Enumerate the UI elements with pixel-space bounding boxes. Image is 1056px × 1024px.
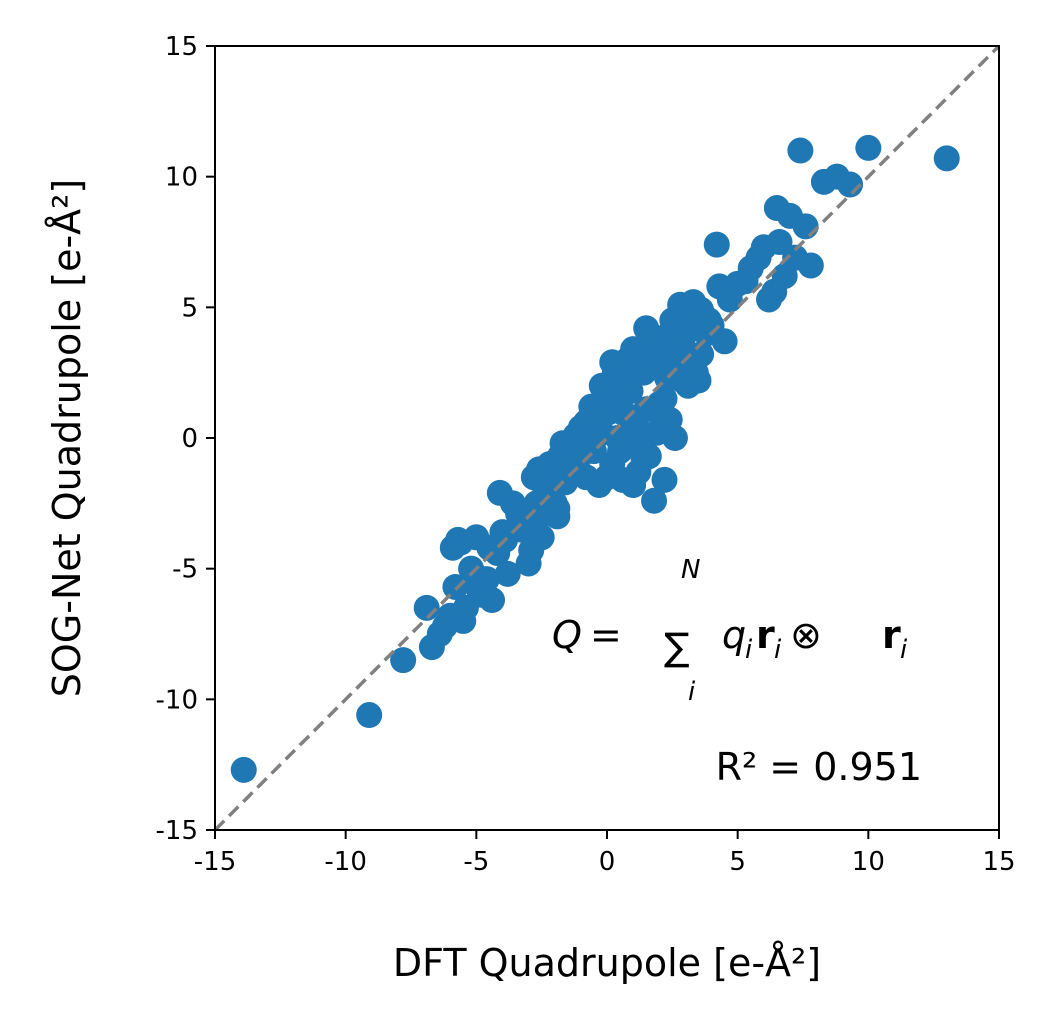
- y-tick-label: -10: [156, 685, 198, 715]
- data-point: [413, 594, 440, 621]
- y-tick-label: -15: [156, 816, 198, 846]
- data-point: [664, 343, 691, 370]
- data-point: [933, 145, 960, 172]
- y-tick-label: 15: [165, 32, 198, 62]
- svg-text:i: i: [745, 635, 753, 665]
- y-tick-label: 10: [165, 163, 198, 193]
- y-tick-label: 5: [181, 293, 198, 323]
- data-point: [486, 479, 513, 506]
- y-tick-label: -5: [172, 555, 198, 585]
- svg-text:∑: ∑: [664, 625, 690, 669]
- x-tick-label: 15: [982, 847, 1015, 877]
- data-point: [586, 472, 613, 499]
- data-point: [465, 576, 492, 603]
- svg-text:Q: Q: [552, 613, 582, 657]
- data-point: [494, 560, 521, 587]
- data-point: [591, 401, 618, 428]
- data-point: [390, 647, 417, 674]
- data-point: [544, 503, 571, 530]
- x-tick-label: -15: [194, 847, 236, 877]
- data-point: [614, 372, 641, 399]
- x-tick-label: -10: [324, 847, 366, 877]
- data-point: [635, 443, 662, 470]
- x-tick-label: -5: [463, 847, 489, 877]
- identity-reference-line: [213, 44, 1001, 832]
- x-axis-ticks: -15 -10 -5 0 5 10 15: [194, 830, 1016, 877]
- x-axis-label: DFT Quadrupole [e-Å²]: [393, 941, 821, 985]
- data-point: [526, 456, 553, 483]
- data-point: [682, 359, 709, 386]
- x-tick-label: 5: [729, 847, 746, 877]
- svg-text:q: q: [722, 613, 746, 657]
- data-point: [837, 171, 864, 198]
- svg-text:r: r: [756, 613, 775, 657]
- data-point: [711, 328, 738, 355]
- data-point: [620, 406, 647, 433]
- data-point: [635, 320, 662, 347]
- svg-text:r: r: [882, 613, 901, 657]
- y-axis-label: SOG-Net Quadrupole [e-Å²]: [45, 179, 89, 697]
- svg-text:i: i: [688, 677, 696, 707]
- data-point: [641, 487, 668, 514]
- svg-text:i: i: [774, 635, 782, 665]
- data-point: [356, 702, 383, 729]
- data-point: [855, 134, 882, 161]
- r-squared-annotation: R² = 0.951: [716, 745, 922, 789]
- y-tick-label: 0: [181, 424, 198, 454]
- formula-annotation: Q = ∑ N i q i r i ⊗ r i: [552, 555, 908, 707]
- data-point: [651, 466, 678, 493]
- data-point: [442, 573, 469, 600]
- x-tick-label: 0: [599, 847, 616, 877]
- data-point: [549, 453, 576, 480]
- data-point: [518, 537, 545, 564]
- data-point: [648, 398, 675, 425]
- svg-text:N: N: [681, 555, 700, 585]
- y-axis-ticks: -15 -10 -5 0 5 10 15: [156, 32, 215, 846]
- svg-text:=: =: [590, 613, 622, 657]
- data-point: [703, 231, 730, 258]
- data-point: [604, 425, 631, 451]
- data-point: [695, 307, 722, 334]
- data-point: [797, 252, 824, 279]
- data-point: [507, 516, 534, 543]
- svg-text:i: i: [900, 635, 908, 665]
- data-point: [230, 756, 257, 783]
- svg-text:⊗: ⊗: [790, 613, 822, 657]
- x-tick-label: 10: [852, 847, 885, 877]
- scatter-points: [230, 134, 960, 783]
- data-point: [787, 137, 814, 164]
- data-point: [599, 349, 626, 376]
- data-point: [792, 213, 819, 240]
